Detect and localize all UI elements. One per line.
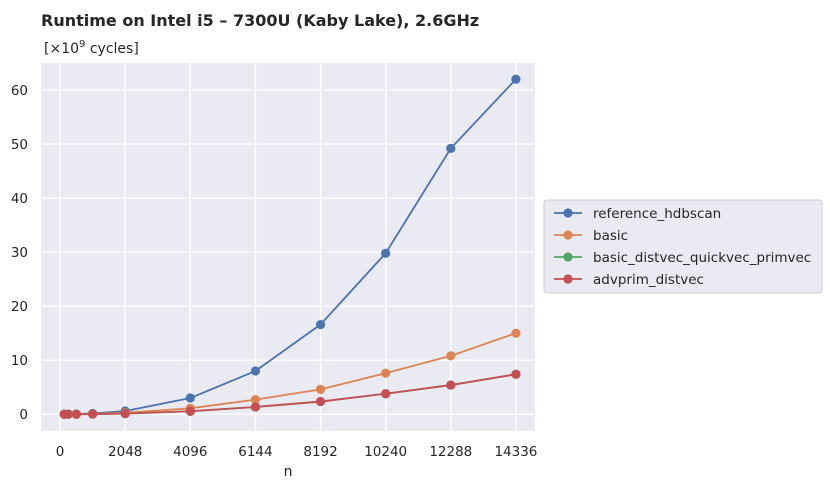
legend-item: basic_distvec_quickvec_primvec (554, 250, 811, 266)
x-tick-label: 8192 (303, 444, 337, 460)
data-point (381, 368, 391, 378)
data-point (88, 409, 98, 419)
data-point (315, 319, 326, 330)
y-tick-label: 40 (11, 191, 28, 207)
x-tick-label: 10240 (364, 444, 407, 460)
data-point (250, 366, 261, 376)
data-point (446, 380, 456, 390)
legend-marker (563, 274, 573, 284)
x-tick-label: 4096 (173, 444, 207, 460)
y-tick-label: 30 (11, 245, 28, 261)
data-point (315, 384, 326, 394)
data-point (511, 369, 521, 379)
data-point (446, 143, 456, 153)
x-tick-label: 12288 (429, 444, 472, 460)
legend-item: reference_hdbscan (554, 206, 721, 222)
unit-suffix: cycles] (85, 41, 138, 57)
x-tick-label: 14336 (494, 444, 537, 460)
data-point (511, 328, 521, 338)
axis-ticks: 0 2048 4096 6144 8192 10240 12288 14336 0 10 20 30 4… (11, 83, 538, 460)
grid (41, 63, 535, 431)
unit-exponent: 9 (79, 39, 85, 50)
data-point (63, 409, 73, 419)
data-point (185, 393, 195, 403)
legend-item: basic (554, 228, 628, 244)
x-tick-label: 2048 (108, 444, 142, 460)
x-tick-label: 0 (56, 444, 65, 460)
data-point (381, 389, 391, 399)
legend-label: advprim_distvec (593, 272, 704, 288)
legend-marker (563, 252, 573, 262)
data-point (250, 395, 261, 405)
data-point (120, 408, 130, 419)
legend-box (543, 199, 823, 294)
legend-label: basic (593, 228, 628, 244)
series-group (59, 74, 521, 419)
legend-label: basic_distvec_quickvec_primvec (593, 250, 811, 266)
data-point (185, 406, 195, 416)
legend-label: reference_hdbscan (593, 206, 721, 222)
y-tick-label: 20 (11, 299, 28, 315)
data-point (71, 409, 81, 419)
data-point (511, 74, 521, 84)
x-tick-label: 6144 (238, 444, 272, 460)
data-point (250, 402, 261, 412)
y-tick-label: 10 (11, 353, 28, 369)
y-tick-label: 0 (19, 407, 28, 423)
legend-item: advprim_distvec (554, 272, 704, 288)
plot-area (41, 63, 535, 431)
series-advprim_distvec (59, 369, 521, 419)
x-axis-label: n (284, 464, 293, 480)
legend-marker (563, 208, 573, 218)
data-point (446, 351, 456, 361)
chart-title: Runtime on Intel i5 – 7300U (Kaby Lake),… (41, 11, 479, 30)
y-tick-label: 60 (11, 83, 28, 99)
data-point (381, 248, 391, 258)
unit-prefix: [×10 (44, 41, 79, 57)
legend-marker (563, 230, 573, 240)
data-point (315, 396, 326, 407)
chart-unit-label: [×109 cycles] (44, 39, 139, 57)
y-tick-label: 50 (11, 137, 28, 153)
